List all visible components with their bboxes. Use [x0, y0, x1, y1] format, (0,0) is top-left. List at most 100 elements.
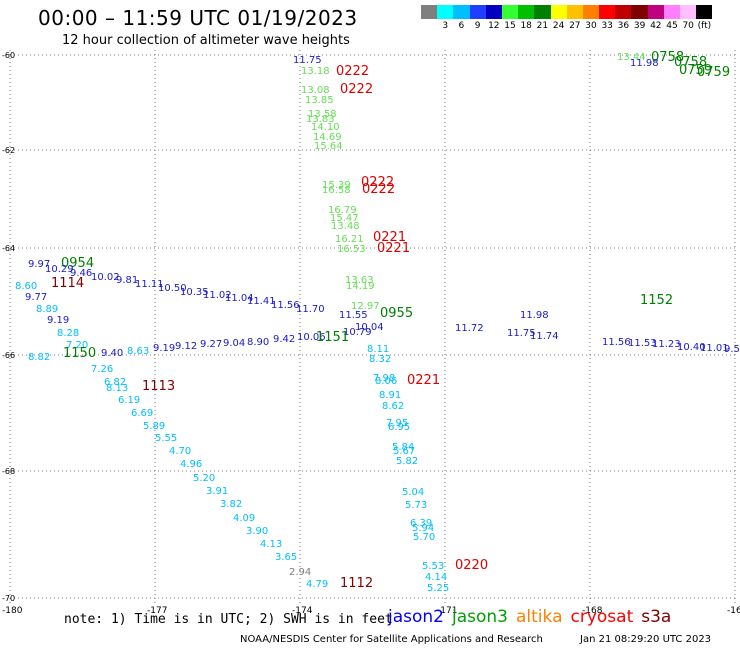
- lon-label: -177: [147, 606, 167, 616]
- wave-height-label: 15.47: [330, 213, 359, 224]
- wave-height-label: 14.10: [311, 122, 340, 133]
- units-note: note: 1) Time is in UTC; 2) SWH is in fe…: [64, 612, 393, 627]
- satellite-legend: jason2 jason3 altika cryosat s3a: [388, 607, 679, 627]
- wave-height-label: 11.70: [296, 304, 325, 315]
- legend-label: (ft): [697, 21, 712, 31]
- wave-height-label: 5.53: [422, 561, 444, 572]
- pass-time-label: 0759: [679, 63, 712, 78]
- legend-swatch: [696, 5, 713, 19]
- wave-height-label: 4.09: [233, 513, 255, 524]
- wave-height-label: 12.97: [351, 301, 380, 312]
- chart-subtitle: 12 hour collection of altimeter wave hei…: [62, 33, 350, 48]
- pass-time-label: 0955: [380, 306, 413, 321]
- wave-height-label: 5.82: [396, 456, 418, 467]
- wave-height-label: 11.11: [135, 279, 164, 290]
- wave-height-label: 11.74: [530, 331, 559, 342]
- pass-time-label: 1151: [316, 330, 349, 345]
- wave-height-label: 3.82: [220, 499, 242, 510]
- wave-height-label: 5.25: [427, 583, 449, 594]
- wave-height-label: 13.58: [308, 109, 337, 120]
- lon-label: -16: [727, 606, 740, 616]
- wave-height-label: 13.48: [331, 221, 360, 232]
- pass-time-label: 1152: [640, 293, 673, 308]
- legend-swatch: [663, 5, 680, 19]
- legend-label: 30: [585, 21, 597, 31]
- wave-height-label: 8.60: [15, 281, 37, 292]
- pass-time-label: 0220: [455, 558, 488, 573]
- lon-label: -174: [292, 606, 313, 616]
- wave-height-label: 7.26: [91, 364, 113, 375]
- wave-height-label: 10.35: [180, 287, 209, 298]
- legend-swatch: [599, 5, 616, 19]
- wave-height-label: 13.83: [306, 114, 335, 125]
- wave-height-label: 14.69: [313, 132, 342, 143]
- satellite-name: jason3: [452, 607, 508, 627]
- wave-height-label: 8.13: [106, 383, 128, 394]
- wave-height-label: 5.94: [412, 523, 434, 534]
- legend-swatch: [469, 5, 486, 19]
- legend-swatch: [485, 5, 502, 19]
- wave-height-label: 11.75: [293, 55, 322, 66]
- legend-label: 18: [520, 21, 532, 31]
- wave-height-label: 5.84: [392, 442, 414, 453]
- wave-height-label: 4.96: [180, 459, 202, 470]
- lat-label: -60: [2, 51, 15, 60]
- lat-lon-grid: [9, 50, 736, 605]
- wave-height-label: 11.04: [225, 293, 254, 304]
- wave-height-label: 7.98: [373, 373, 395, 384]
- wave-height-label: 11.02: [203, 290, 232, 301]
- legend-label: 45: [666, 21, 678, 31]
- wave-height-label: 9.81: [116, 275, 138, 286]
- legend-label: 42: [650, 21, 662, 31]
- wave-height-label: 10.02: [91, 272, 120, 283]
- pass-time-label: 0222: [340, 82, 373, 97]
- generation-timestamp: Jan 21 08:29:20 UTC 2023: [580, 634, 712, 645]
- legend-label: 70: [682, 21, 694, 31]
- legend-swatch: [501, 5, 519, 19]
- legend-label: 21: [536, 21, 549, 31]
- legend-swatch: [631, 5, 648, 19]
- wave-height-label: 11.98: [630, 58, 659, 69]
- wave-height-label: 8.90: [247, 337, 269, 348]
- wave-height-label: 11.72: [455, 323, 484, 334]
- credit-line: NOAA/NESDIS Center for Satellite Applica…: [240, 634, 543, 645]
- wave-height-label: 9.77: [25, 292, 47, 303]
- wave-height-label: 7.20: [66, 340, 88, 351]
- pass-time-label: 1113: [142, 379, 175, 394]
- pass-time-label: 0954: [61, 256, 94, 271]
- legend-swatch: [647, 5, 664, 19]
- wave-height-label: 14.19: [346, 281, 375, 292]
- pass-time-label: 0221: [377, 241, 410, 256]
- wave-height-label: 8.11: [367, 344, 389, 355]
- legend-swatch: [582, 5, 600, 19]
- wave-height-label: 10.40: [677, 342, 706, 353]
- wave-height-label: 10.06: [297, 332, 326, 343]
- legend-label: 36: [617, 21, 630, 31]
- wave-height-label: 9.27: [200, 339, 222, 350]
- wave-height-label: 5.20: [193, 473, 215, 484]
- lat-label: -68: [2, 467, 15, 476]
- wave-height-label: 9.40: [101, 348, 123, 359]
- wave-height-label: 5.04: [402, 487, 424, 498]
- wave-height-label: 8.63: [127, 346, 149, 357]
- wave-height-label: 11.41: [247, 296, 276, 307]
- wave-height-label: 16.21: [335, 234, 364, 245]
- pass-time-label: 0222: [336, 64, 369, 79]
- wave-height-label: 5.70: [413, 532, 435, 543]
- wave-height-label: 8.91: [379, 390, 401, 401]
- wave-height-label: 15.39: [322, 180, 351, 191]
- pass-time-label: 0222: [362, 182, 395, 197]
- wave-height-label: 11.01: [700, 343, 729, 354]
- wave-height-label: 6.82: [104, 377, 126, 388]
- observation-labels: 11.7513.1813.0813.8513.5813.8314.1014.69…: [15, 50, 740, 594]
- wave-height-label: 6.69: [131, 408, 153, 419]
- wave-height-label: 13.63: [345, 275, 374, 286]
- wave-height-label: 13.44: [617, 52, 646, 63]
- wave-height-label: 10.04: [355, 322, 384, 333]
- wave-height-label: 13.85: [305, 95, 334, 106]
- wave-height-label: 8.89: [36, 304, 58, 315]
- legend-swatch: [421, 5, 438, 19]
- wave-height-label: 4.70: [169, 446, 191, 457]
- legend-swatch: [518, 5, 535, 19]
